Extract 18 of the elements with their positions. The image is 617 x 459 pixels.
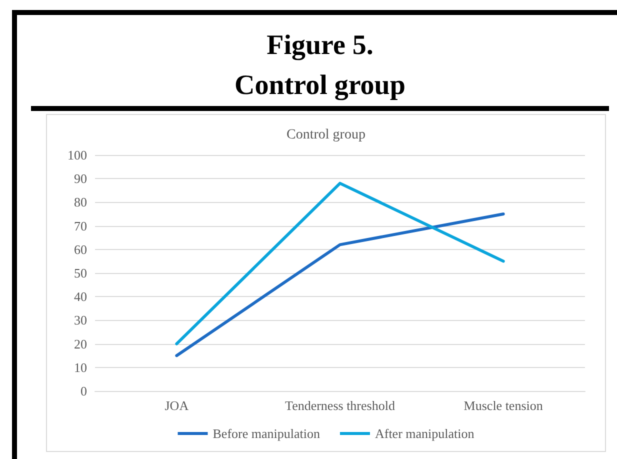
chart-subtitle: Control group [286, 128, 366, 142]
legend-label: Before manipulation [212, 426, 320, 441]
x-tick-label: Muscle tension [464, 398, 544, 413]
y-tick-label: 40 [74, 289, 87, 304]
x-tick-label: Tenderness threshold [285, 398, 396, 413]
legend-label: After manipulation [374, 426, 475, 441]
y-tick-label: 30 [74, 312, 87, 328]
y-tick-label: 60 [74, 242, 87, 257]
y-tick-label: 80 [74, 194, 87, 210]
x-tick-label: JOA [164, 398, 190, 413]
y-tick-label: 20 [74, 336, 87, 352]
y-tick-label: 100 [68, 148, 87, 162]
y-tick-label: 0 [80, 384, 87, 398]
y-tick-label: 10 [74, 360, 87, 375]
y-tick-label: 90 [74, 171, 87, 186]
y-tick-label: 70 [74, 218, 87, 234]
y-tick-label: 50 [74, 266, 87, 280]
chart-title: Figure 5. Control group [234, 29, 406, 103]
